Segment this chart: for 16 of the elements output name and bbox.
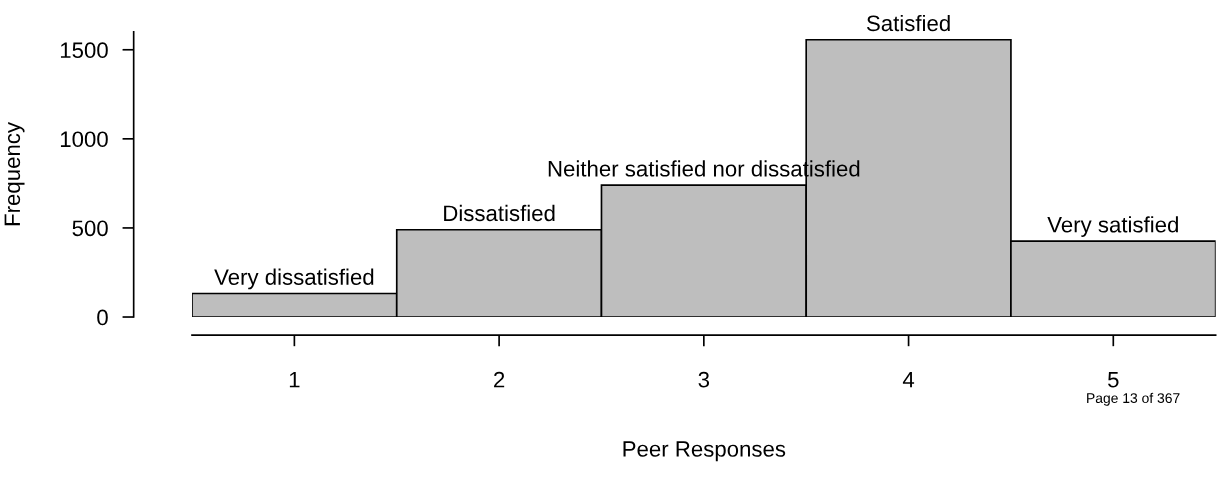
y-tick-label: 0	[97, 309, 108, 326]
y-tick-label: 1500	[60, 42, 108, 59]
annotation: Very satisfied	[1047, 216, 1178, 237]
x-tick-label: 4	[902, 372, 915, 388]
y-axis-title: Frequency	[4, 122, 25, 226]
x-tick-label: 1	[289, 372, 300, 388]
x-axis-title: Peer Responses	[623, 441, 786, 462]
text: Page 13 of 367	[1087, 392, 1180, 406]
x-tick-label: 5	[1108, 372, 1119, 388]
annotation: Very dissatisfied	[214, 268, 374, 290]
annotation: Dissatisfied	[444, 204, 555, 222]
annotation: Satisfied	[866, 14, 950, 32]
x-tick-label: 3	[698, 371, 710, 388]
y-tick-label: 500	[72, 220, 108, 237]
y-tick-label: 1000	[60, 131, 108, 148]
x-tick-label: 2	[494, 371, 505, 388]
